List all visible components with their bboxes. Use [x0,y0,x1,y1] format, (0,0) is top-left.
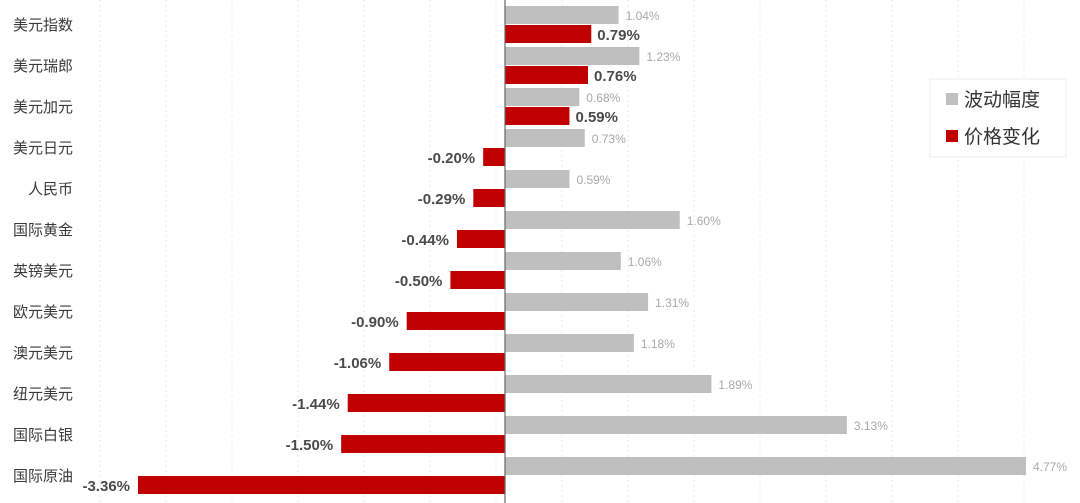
price-change-bar [450,271,505,289]
price-change-bar [505,25,592,43]
volatility-bar [505,88,580,106]
category-label: 国际原油 [13,467,73,485]
price-change-bar [483,148,505,166]
category-label: 国际白银 [13,426,73,444]
category-label: 人民币 [28,180,73,198]
volatility-value-label: 1.60% [687,214,721,228]
price-change-bar [456,230,505,248]
category-label: 美元日元 [13,139,73,157]
legend-swatch-volatility [946,93,958,105]
bars [138,6,1026,494]
category-label: 美元加元 [13,98,73,116]
volatility-bar [505,457,1026,475]
legend: 波动幅度 价格变化 [929,78,1067,158]
volatility-value-label: 1.18% [641,337,675,351]
category-label: 欧元美元 [13,303,73,321]
volatility-bar [505,375,712,393]
volatility-value-label: 1.89% [718,378,752,392]
price-change-value-label: -0.50% [395,273,443,290]
volatility-value-label: 1.31% [655,296,689,310]
price-change-bar [347,394,505,412]
category-label: 英镑美元 [13,262,73,280]
volatility-value-label: 1.23% [646,50,680,64]
price-change-bar [138,476,505,494]
gridlines [99,0,1025,503]
price-change-bar [505,107,570,125]
price-change-value-label: -0.20% [428,150,476,167]
price-change-value-label: -1.50% [286,437,334,454]
volatility-bar [505,47,640,65]
legend-swatch-price-change [946,130,958,142]
volatility-value-label: 3.13% [854,419,888,433]
volatility-bar [505,129,585,147]
category-label: 国际黄金 [13,221,73,239]
volatility-bar [505,6,619,24]
price-change-value-label: -0.29% [418,191,466,208]
price-change-bar [341,435,505,453]
volatility-bar [505,211,680,229]
volatility-value-label: 0.68% [586,91,620,105]
volatility-value-label: 0.73% [592,132,626,146]
volatility-value-label: 1.04% [626,9,660,23]
category-label: 纽元美元 [13,385,73,403]
price-change-value-label: 0.76% [594,68,637,85]
price-change-value-label: -0.44% [401,232,449,249]
category-labels: 美元指数美元瑞郎美元加元美元日元人民币国际黄金英镑美元欧元美元澳元美元纽元美元国… [13,16,73,485]
price-change-bar [473,189,505,207]
price-change-bar [406,312,505,330]
volatility-bar [505,170,570,188]
legend-label-volatility: 波动幅度 [964,89,1040,111]
volatility-value-label: 4.77% [1033,460,1067,474]
legend-label-price-change: 价格变化 [964,126,1040,148]
price-change-bar [389,353,505,371]
volatility-value-label: 1.06% [628,255,662,269]
price-change-value-label: -0.90% [351,314,399,331]
price-change-value-label: 0.79% [597,27,640,44]
volatility-bar [505,252,621,270]
price-change-value-label: -1.44% [292,396,340,413]
price-change-value-label: -3.36% [82,478,130,495]
value-labels: 1.04% 0.79% 1.23% 0.76% 0.68% 0.59% 0.73% -0.20… [82,9,1067,495]
category-label: 美元指数 [13,16,73,34]
price-change-value-label: 0.59% [575,109,618,126]
price-change-bar [505,66,589,84]
volatility-bar [505,293,649,311]
category-label: 澳元美元 [13,344,73,362]
volatility-bar [505,334,634,352]
volatility-value-label: 0.59% [576,173,610,187]
category-label: 美元瑞郎 [13,57,73,75]
volatility-bar [505,416,847,434]
price-change-value-label: -1.06% [334,355,382,372]
